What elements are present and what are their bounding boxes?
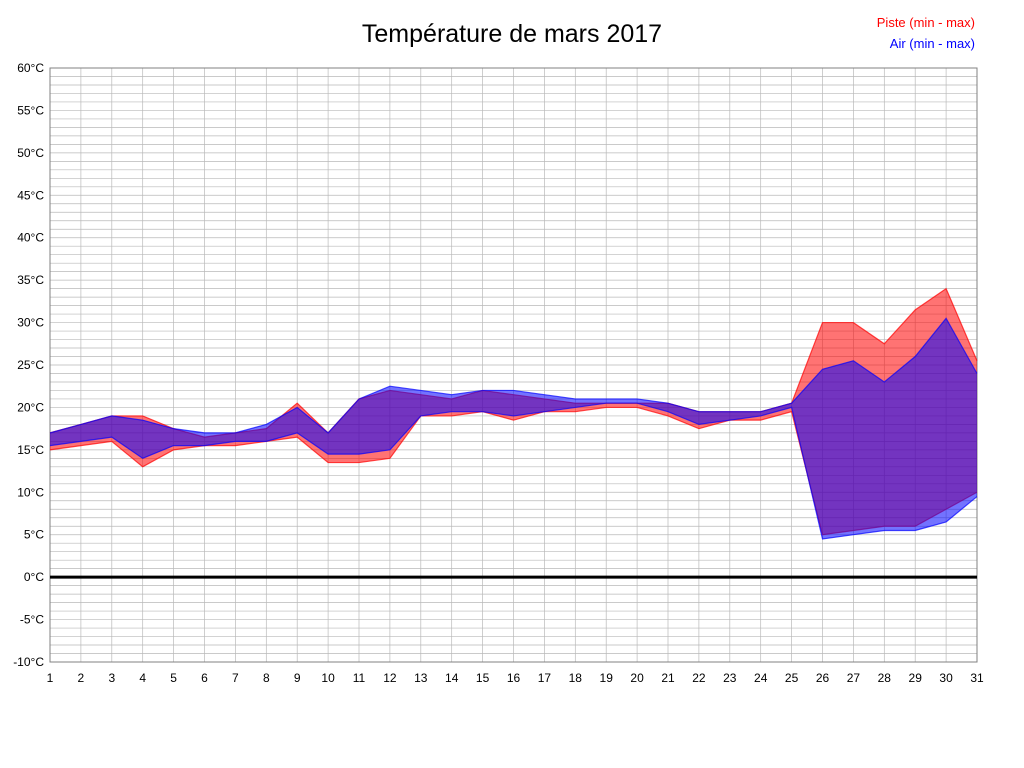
y-tick-label: 50°C	[17, 146, 44, 160]
x-tick-label: 14	[445, 671, 459, 685]
y-tick-label: 55°C	[17, 103, 44, 117]
x-tick-label: 2	[78, 671, 85, 685]
x-tick-label: 17	[538, 671, 552, 685]
y-tick-label: 20°C	[17, 400, 44, 414]
y-tick-label: -5°C	[20, 613, 44, 627]
x-tick-label: 21	[661, 671, 675, 685]
x-tick-label: 3	[108, 671, 115, 685]
x-tick-label: 30	[939, 671, 953, 685]
y-tick-label: -10°C	[13, 655, 44, 669]
x-tick-label: 5	[170, 671, 177, 685]
x-tick-label: 16	[507, 671, 521, 685]
x-tick-label: 27	[847, 671, 861, 685]
x-tick-label: 12	[383, 671, 397, 685]
y-tick-label: 0°C	[24, 570, 44, 584]
x-tick-label: 22	[692, 671, 706, 685]
y-tick-label: 5°C	[24, 528, 44, 542]
x-tick-label: 23	[723, 671, 737, 685]
x-tick-label: 31	[970, 671, 984, 685]
x-tick-label: 6	[201, 671, 208, 685]
x-tick-label: 10	[321, 671, 335, 685]
air-max-line	[49, 317, 978, 434]
x-tick-label: 13	[414, 671, 428, 685]
legend: Piste (min - max) Air (min - max)	[877, 12, 975, 54]
y-tick-label: 40°C	[17, 231, 44, 245]
x-tick-label: 9	[294, 671, 301, 685]
x-tick-label: 7	[232, 671, 239, 685]
legend-piste-label: Piste (min - max)	[876, 15, 975, 30]
y-tick-label: 15°C	[17, 443, 44, 457]
x-tick-label: 24	[754, 671, 768, 685]
x-tick-label: 15	[476, 671, 490, 685]
y-tick-label: 30°C	[17, 316, 44, 330]
chart-title: Température de mars 2017	[361, 20, 663, 48]
x-tick-label: 25	[785, 671, 799, 685]
x-tick-label: 1	[47, 671, 54, 685]
x-tick-label: 18	[569, 671, 583, 685]
x-tick-label: 29	[909, 671, 923, 685]
x-tick-label: 11	[353, 671, 366, 685]
x-tick-label: 28	[878, 671, 892, 685]
x-tick-label: 4	[139, 671, 146, 685]
legend-air-label: Air (min - max)	[889, 36, 975, 51]
air-min-line	[49, 402, 978, 540]
x-tick-label: 19	[600, 671, 614, 685]
x-tick-label: 20	[630, 671, 644, 685]
y-tick-label: 35°C	[17, 273, 44, 287]
x-tick-label: 26	[816, 671, 830, 685]
y-tick-label: 25°C	[17, 358, 44, 372]
y-tick-label: 10°C	[17, 485, 44, 499]
y-tick-label: 60°C	[17, 61, 44, 75]
y-tick-label: 45°C	[17, 188, 44, 202]
x-tick-label: 8	[263, 671, 270, 685]
air-band	[50, 318, 977, 539]
